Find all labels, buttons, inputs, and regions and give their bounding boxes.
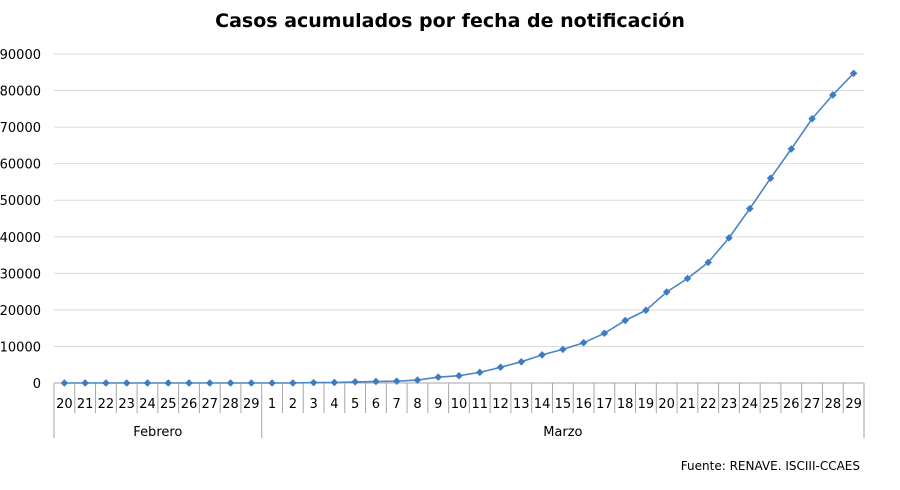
data-point (704, 258, 712, 267)
series-line (64, 72, 855, 384)
data-point (559, 345, 567, 354)
data-point (746, 204, 754, 213)
data-point (849, 69, 858, 78)
data-point (206, 379, 214, 387)
data-point (309, 378, 318, 387)
x-tick-label: 19 (638, 397, 655, 412)
x-tick-label: 8 (413, 397, 421, 412)
x-tick-label: 17 (596, 397, 613, 412)
data-point (330, 378, 339, 387)
x-tick-label: 25 (762, 397, 779, 412)
data-point (787, 145, 796, 153)
data-point (455, 371, 463, 380)
data-point (289, 379, 297, 387)
x-tick-label: 28 (825, 397, 842, 412)
x-tick-label: 7 (393, 397, 401, 412)
data-point (392, 377, 401, 385)
data-point (372, 377, 380, 386)
x-group-label: Febrero (133, 425, 182, 440)
x-tick-label: 6 (372, 397, 380, 412)
x-tick-label: 24 (741, 397, 758, 412)
x-tick-label: 10 (451, 397, 468, 412)
data-point (413, 376, 422, 384)
data-point (683, 274, 692, 283)
y-tick-label: 40000 (0, 231, 41, 246)
data-point (496, 363, 505, 372)
y-tick-label: 60000 (0, 158, 41, 173)
data-point (476, 368, 484, 377)
gridlines (54, 53, 864, 347)
x-tick-label: 12 (492, 397, 509, 412)
x-tick-label: 27 (201, 397, 218, 412)
x-tick-label: 4 (330, 397, 338, 412)
x-tick-label: 13 (513, 397, 530, 412)
data-point (829, 91, 837, 99)
x-tick-label: 27 (804, 397, 821, 412)
data-point (164, 379, 172, 387)
x-tick-label: 26 (783, 397, 800, 412)
data-point (60, 379, 69, 387)
x-tick-label: 14 (534, 397, 551, 412)
x-tick-label: 18 (617, 397, 634, 412)
source-note: Fuente: RENAVE. ISCIII-CCAES (680, 459, 860, 473)
x-tick-label: 2 (289, 397, 297, 412)
x-axis: 20 21 22 23 24 25 26 27 28 29 1 2 3 4 5 6 7 8 9 10 11 12 13 14 1… (53, 382, 865, 440)
data-point (621, 316, 629, 325)
y-tick-label: 80000 (0, 85, 41, 100)
data-point (247, 379, 256, 387)
x-tick-label: 11 (471, 397, 488, 412)
x-tick-label: 21 (679, 397, 696, 412)
x-tick-label: 1 (268, 397, 276, 412)
y-tick-label: 90000 (0, 48, 41, 63)
data-point (268, 379, 276, 387)
data-point (434, 373, 442, 381)
y-tick-label: 20000 (0, 304, 41, 319)
data-point (725, 234, 733, 242)
x-tick-label: 16 (575, 397, 592, 412)
data-point (808, 114, 816, 123)
x-tick-label: 28 (222, 397, 239, 412)
x-tick-label: 20 (56, 397, 73, 412)
x-group-label: Marzo (543, 425, 582, 440)
data-point (579, 339, 588, 347)
x-tick-label: 15 (555, 397, 572, 412)
x-tick-label: 22 (700, 397, 717, 412)
chart-title: Casos acumulados por fecha de notificaci… (215, 10, 685, 32)
data-point (185, 379, 193, 387)
x-tick-label: 29 (243, 397, 260, 412)
x-tick-label: 3 (309, 397, 317, 412)
x-tick-label: 20 (658, 397, 675, 412)
data-point (642, 306, 650, 315)
data-point (143, 379, 152, 387)
y-tick-label: 50000 (0, 194, 41, 209)
data-point (538, 351, 546, 359)
y-tick-label: 30000 (0, 267, 41, 282)
y-tick-label: 10000 (0, 340, 41, 355)
x-tick-label: 26 (181, 397, 198, 412)
x-tick-label: 29 (845, 397, 862, 412)
series-line-group (60, 69, 858, 387)
x-tick-label: 5 (351, 397, 359, 412)
x-tick-label: 25 (160, 397, 177, 412)
data-point (81, 379, 89, 387)
y-tick-label: 0 (33, 377, 41, 392)
data-point (517, 358, 526, 366)
data-point (351, 378, 359, 386)
data-point (226, 379, 235, 387)
data-point (122, 379, 131, 387)
x-tick-label: 9 (434, 397, 442, 412)
data-point (662, 288, 671, 296)
x-tick-label: 23 (118, 397, 135, 412)
x-tick-label: 23 (721, 397, 738, 412)
y-tick-label: 70000 (0, 121, 41, 136)
data-point (600, 329, 609, 338)
x-tick-label: 21 (77, 397, 94, 412)
x-tick-label: 24 (139, 397, 156, 412)
data-point (766, 174, 775, 183)
data-point (102, 379, 110, 387)
y-axis: 0 10000 20000 30000 40000 50000 60000 70000 8000… (0, 48, 41, 392)
x-tick-label: 22 (98, 397, 115, 412)
